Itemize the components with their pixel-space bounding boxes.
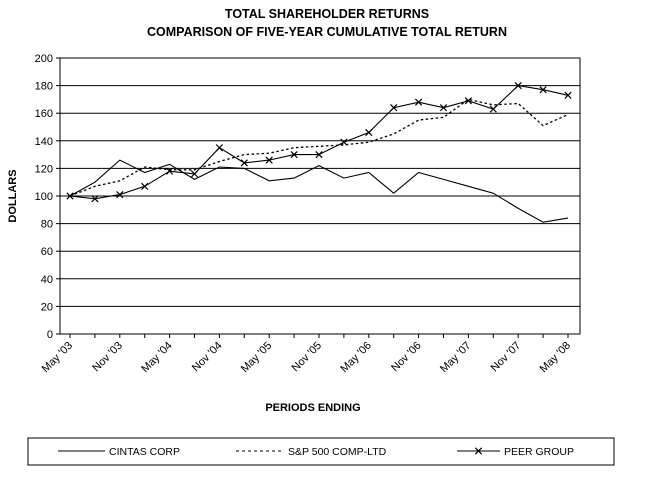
- y-tick-label-80: 80: [41, 219, 53, 231]
- legend-item-peer: PEER GROUP: [457, 446, 574, 458]
- series-2-marker-3: [141, 182, 149, 190]
- x-tick-label-2: Nov '03: [90, 340, 125, 375]
- chart-subtitle: COMPARISON OF FIVE-YEAR CUMULATIVE TOTAL…: [147, 25, 507, 39]
- x-tick-label-0: May '03: [40, 340, 75, 375]
- y-axis-label: DOLLARS: [7, 169, 19, 222]
- x-tick-label-12: May '06: [338, 340, 373, 375]
- series-2-marker-2: [116, 190, 124, 199]
- x-tick-label-4: May '04: [139, 340, 174, 375]
- series-2-marker-17-stroke-b: [489, 105, 497, 113]
- series-2-marker-0: [66, 192, 74, 200]
- series-2-marker-18: [514, 81, 522, 90]
- legend-marker-peer: [474, 447, 483, 455]
- y-tick-label-140: 140: [35, 136, 53, 148]
- y-tick-label-20: 20: [41, 301, 53, 313]
- series-2-marker-18-stroke-b: [514, 81, 522, 90]
- series-2-marker-16-stroke-b: [464, 97, 473, 105]
- series-2-marker-15-stroke-b: [439, 104, 448, 112]
- series-line-1: [69, 98, 569, 197]
- series-2-marker-7-stroke-b: [240, 159, 248, 167]
- y-tick-label-100: 100: [35, 191, 53, 203]
- legend-label-peer: PEER GROUP: [504, 446, 574, 458]
- series-2-marker-1-stroke-b: [91, 195, 99, 203]
- series-2-marker-11-stroke-b: [340, 138, 348, 146]
- y-axis: 0 20 40 60 80 100 120 140 160 180 200: [35, 53, 60, 341]
- series-2-marker-17: [489, 105, 497, 113]
- series-2-marker-19-stroke-b: [539, 86, 547, 94]
- y-tick-label-0: 0: [47, 329, 53, 341]
- series-2-marker-8: [265, 156, 273, 164]
- gridlines: [60, 85, 580, 307]
- legend-box: [27, 437, 615, 466]
- series-2-marker-1: [91, 195, 99, 203]
- series-2-marker-5: [190, 170, 199, 178]
- y-tick-label-200: 200: [35, 53, 53, 65]
- x-tick-label-14: Nov '06: [389, 340, 424, 375]
- legend-peer-x: [474, 447, 483, 455]
- series-2-marker-12: [365, 128, 373, 137]
- legend-label-sp500: S&P 500 COMP-LTD: [288, 446, 387, 458]
- series-2-marker-14: [414, 98, 423, 106]
- x-tick-label-6: Nov '04: [190, 340, 225, 375]
- series-2-marker-7: [240, 159, 248, 167]
- series-2-marker-8-stroke-b: [265, 156, 273, 164]
- series-2-marker-11: [340, 138, 348, 146]
- x-tick-label-18: Nov '07: [489, 340, 524, 375]
- series-2-marker-20: [564, 91, 572, 99]
- series-2-marker-19: [539, 86, 547, 94]
- y-tick-label-40: 40: [41, 274, 53, 286]
- y-tick-label-120: 120: [35, 163, 53, 175]
- series-2-marker-16: [464, 97, 473, 105]
- x-tick-label-8: May '05: [239, 340, 274, 375]
- series-2-marker-4: [165, 167, 174, 175]
- x-tick-label-16: May '07: [438, 340, 473, 375]
- series-2-marker-10-stroke-b: [315, 150, 323, 159]
- series-2-marker-6-stroke-b: [215, 144, 224, 152]
- series-lines: [66, 81, 572, 223]
- series-2-marker-20-stroke-b: [564, 91, 572, 99]
- series-line-0: [69, 159, 569, 223]
- x-tick-label-10: Nov '05: [290, 340, 325, 375]
- y-tick-label-60: 60: [41, 246, 53, 258]
- series-2-marker-9-stroke-b: [290, 150, 298, 159]
- series-2-marker-14-stroke-b: [414, 98, 423, 106]
- series-2-marker-12-stroke-b: [365, 128, 373, 137]
- series-2-marker-15: [439, 104, 448, 112]
- legend-item-sp500: S&P 500 COMP-LTD: [236, 446, 387, 458]
- legend-label-cintas: CINTAS CORP: [109, 446, 180, 458]
- series-2-marker-0-stroke-b: [66, 192, 74, 200]
- series-2-marker-5-stroke-b: [190, 170, 199, 178]
- series-2-marker-3-stroke-b: [141, 182, 149, 190]
- series-2-marker-9: [290, 150, 298, 159]
- y-tick-label-180: 180: [35, 81, 53, 93]
- series-2-marker-6: [215, 144, 224, 152]
- legend: CINTAS CORP S&P 500 COMP-LTD PEER GROUP: [27, 437, 615, 466]
- x-axis-label: PERIODS ENDING: [265, 402, 360, 414]
- series-2-marker-10: [315, 150, 323, 159]
- x-axis: May '03 Nov '03 May '04 Nov '04 May '05 Nov '…: [40, 334, 573, 375]
- legend-peer-x-stroke-b: [474, 447, 483, 455]
- series-2-marker-13-stroke-b: [390, 104, 398, 112]
- plot-area: 0 20 40 60 80 100 120 140 160 180 200 May '03 Nov '…: [35, 53, 581, 375]
- x-tick-label-20: May '08: [538, 340, 573, 375]
- chart-title: TOTAL SHAREHOLDER RETURNS: [225, 7, 429, 21]
- series-2-marker-4-stroke-b: [165, 167, 174, 175]
- legend-item-cintas: CINTAS CORP: [58, 446, 180, 458]
- y-tick-label-160: 160: [35, 108, 53, 120]
- series-2-marker-13: [390, 104, 398, 112]
- series-2-marker-2-stroke-b: [116, 190, 124, 199]
